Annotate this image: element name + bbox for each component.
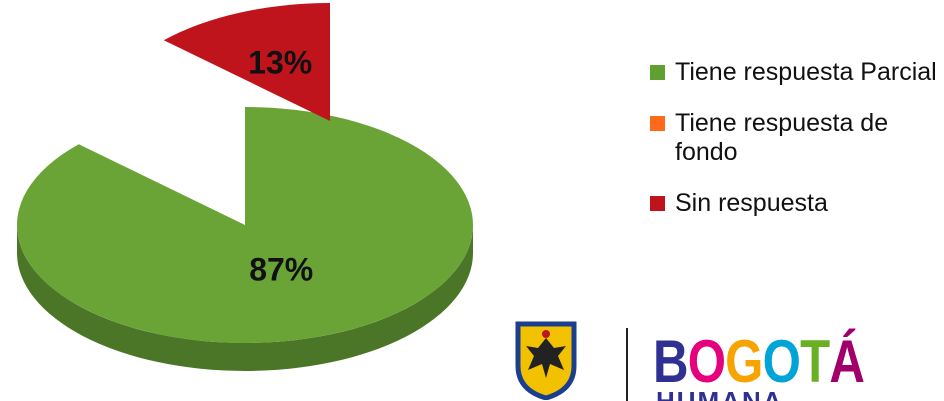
wordmark-letter: O [687, 328, 726, 395]
legend-label-parcial: Tiene respuesta Parcial [675, 58, 937, 86]
slice-value-label: 13% [248, 44, 312, 80]
bogota-logo: BOGOTÁ HUMANA [508, 320, 938, 401]
slice-value-label: 87% [249, 251, 313, 287]
bogota-wordmark: BOGOTÁ [653, 332, 865, 392]
wordmark-letter: T [800, 328, 830, 395]
wordmark-letter: B [653, 328, 689, 395]
wordmark-letter: O [762, 328, 801, 395]
legend-swatch-sin-respuesta [650, 196, 665, 211]
coat-of-arms-icon [515, 321, 577, 400]
legend-item-sin-respuesta: Sin respuesta [650, 189, 940, 218]
legend-item-fondo: Tiene respuesta de fondo [650, 109, 940, 167]
legend-label-sin-respuesta: Sin respuesta [675, 189, 828, 217]
wordmark-letter: G [725, 328, 763, 395]
wordmark-letter: Á [829, 328, 865, 395]
legend-label-fondo: Tiene respuesta de fondo [675, 109, 889, 166]
pie-slice-side [17, 225, 473, 371]
legend-swatch-parcial [650, 65, 665, 80]
bogota-wordmark-sub: HUMANA [656, 386, 784, 401]
legend-item-parcial: Tiene respuesta Parcial [650, 58, 940, 87]
pie-slice-parcial [16, 107, 473, 343]
chart-legend: Tiene respuesta Parcial Tiene respuesta … [650, 58, 940, 240]
logo-divider [626, 328, 628, 401]
pie-slice-sin-respuesta [163, 3, 330, 121]
legend-swatch-fondo [650, 116, 665, 131]
